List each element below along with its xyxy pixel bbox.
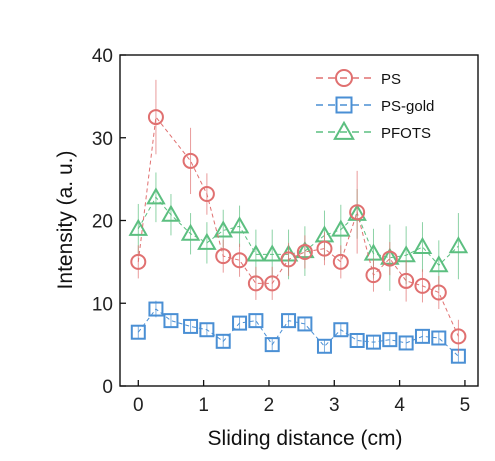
y-tick-label: 0 bbox=[102, 377, 113, 398]
legend-marker bbox=[335, 96, 353, 114]
legend-item: PS-gold bbox=[316, 96, 434, 115]
data-point bbox=[232, 315, 248, 331]
data-point bbox=[333, 322, 349, 338]
y-tick-label: 30 bbox=[92, 129, 113, 150]
data-point bbox=[146, 187, 166, 205]
data-point bbox=[199, 322, 215, 338]
data-point bbox=[297, 316, 313, 332]
legend-label: PS-gold bbox=[381, 98, 434, 115]
data-point bbox=[412, 236, 433, 255]
data-point bbox=[264, 337, 280, 353]
data-point bbox=[429, 255, 449, 273]
plot-area: 0 1 2 3 4 5 0 10 20 30 40 bbox=[92, 46, 479, 416]
data-point bbox=[431, 330, 447, 346]
data-point bbox=[229, 216, 250, 234]
x-tick-label: 5 bbox=[460, 395, 471, 416]
data-point bbox=[331, 219, 351, 237]
series-ps-gold bbox=[130, 300, 466, 364]
data-point bbox=[248, 313, 264, 329]
data-point bbox=[365, 267, 382, 284]
series-line bbox=[137, 115, 459, 337]
data-point bbox=[215, 248, 232, 265]
data-point bbox=[182, 152, 199, 169]
data-point bbox=[231, 252, 248, 269]
legend-label: PS bbox=[381, 71, 401, 88]
data-point bbox=[280, 251, 297, 268]
legend-marker bbox=[335, 69, 353, 87]
data-point bbox=[180, 223, 201, 241]
legend-label: PFOTS bbox=[381, 125, 431, 142]
y-tick-label: 10 bbox=[92, 294, 113, 315]
data-point bbox=[264, 275, 281, 292]
series-ps bbox=[130, 79, 467, 353]
data-point bbox=[163, 313, 179, 329]
data-point bbox=[414, 277, 431, 294]
x-tick-label: 2 bbox=[264, 395, 275, 416]
data-point bbox=[349, 204, 366, 221]
data-point bbox=[316, 240, 333, 257]
x-tick-label: 0 bbox=[133, 395, 144, 416]
data-point bbox=[332, 253, 349, 270]
data-point bbox=[365, 334, 381, 350]
y-axis-title: Intensity (a. u.) bbox=[54, 151, 77, 290]
data-point bbox=[183, 318, 199, 334]
data-point bbox=[246, 244, 266, 262]
y-tick-label: 40 bbox=[92, 46, 113, 67]
legend-marker bbox=[333, 120, 355, 140]
data-point bbox=[398, 272, 415, 289]
data-point bbox=[147, 109, 164, 126]
x-tick-label: 4 bbox=[394, 395, 405, 416]
legend-item: PFOTS bbox=[316, 120, 431, 142]
data-point bbox=[130, 253, 147, 270]
data-point bbox=[247, 275, 264, 292]
data-point bbox=[213, 220, 233, 238]
data-point bbox=[198, 186, 215, 203]
data-point bbox=[450, 328, 467, 345]
data-point bbox=[296, 243, 313, 260]
series-layer bbox=[128, 79, 469, 364]
data-point bbox=[349, 332, 365, 348]
data-point bbox=[197, 232, 217, 250]
legend-item: PS bbox=[316, 69, 401, 88]
data-point bbox=[414, 328, 430, 344]
data-point bbox=[382, 332, 398, 348]
data-point bbox=[262, 244, 282, 262]
data-point bbox=[448, 236, 469, 254]
data-point bbox=[161, 204, 181, 222]
y-tick-label: 20 bbox=[92, 212, 113, 233]
data-point bbox=[215, 333, 231, 349]
data-point bbox=[130, 324, 146, 340]
data-point bbox=[398, 335, 414, 351]
data-point bbox=[430, 284, 447, 301]
data-point bbox=[381, 250, 398, 267]
series-line bbox=[137, 308, 459, 357]
x-tick-label: 3 bbox=[329, 395, 340, 416]
data-point bbox=[128, 218, 149, 236]
series-pfots bbox=[128, 172, 469, 291]
x-tick-label: 1 bbox=[198, 395, 209, 416]
legend: PS PS-gold PFOTS bbox=[316, 69, 434, 142]
data-point bbox=[316, 338, 332, 354]
data-point bbox=[148, 301, 164, 317]
data-point bbox=[281, 313, 297, 329]
x-axis-title: Sliding distance (cm) bbox=[208, 427, 403, 450]
